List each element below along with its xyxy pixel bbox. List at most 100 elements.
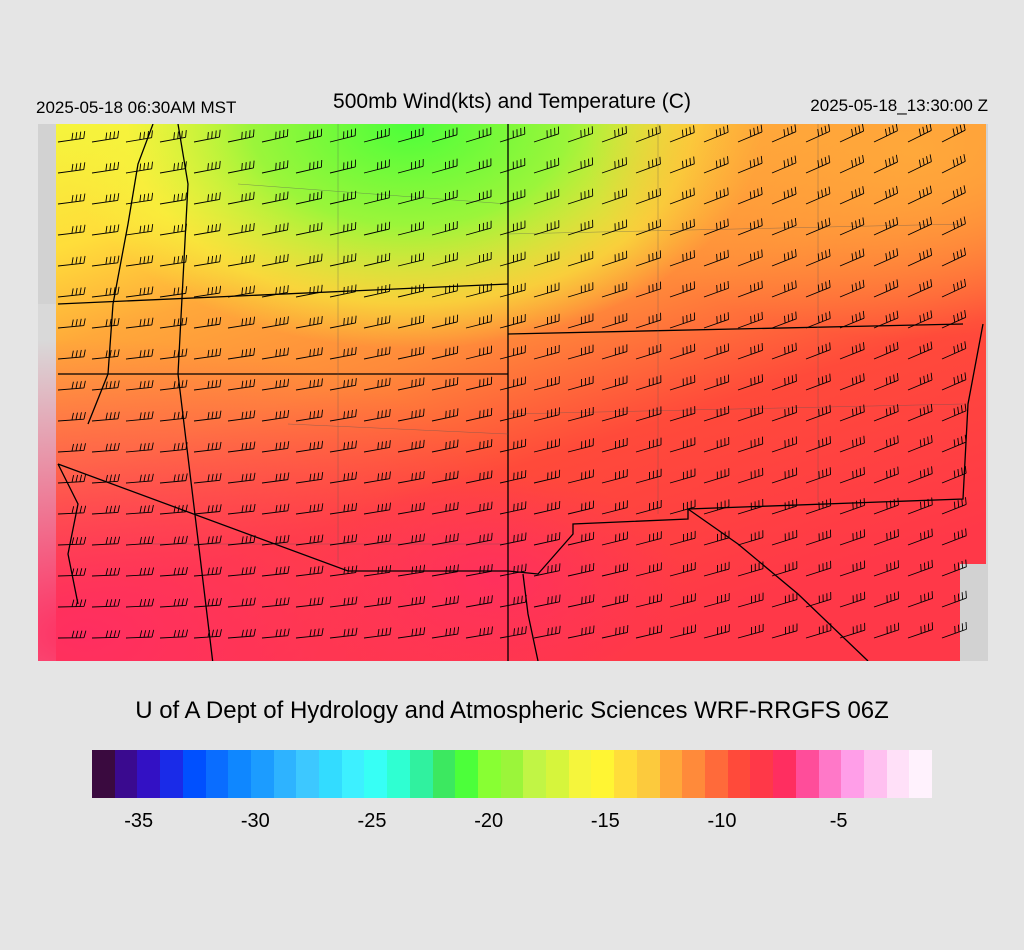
- wind-barb: [227, 347, 256, 360]
- wind-barb: [771, 498, 798, 515]
- wind-barb: [907, 466, 933, 484]
- wind-barb: [499, 438, 527, 453]
- wind-barb: [261, 378, 290, 391]
- wind-barb: [329, 284, 357, 298]
- wind-barb: [635, 219, 662, 236]
- wind-barb: [771, 280, 797, 298]
- wind-barb: [873, 124, 898, 143]
- wind-barb: [567, 282, 594, 298]
- wind-barb: [329, 596, 358, 608]
- wind-barb: [703, 468, 730, 484]
- wind-barb: [329, 565, 358, 577]
- wind-barb: [295, 440, 324, 453]
- border-lines: [57, 124, 984, 661]
- wind-barb: [601, 531, 628, 546]
- wind-barb: [873, 404, 899, 422]
- wind-barb: [91, 317, 120, 329]
- wind-barb: [839, 217, 865, 236]
- colorbar-swatch: [546, 750, 569, 798]
- wind-barb: [703, 156, 729, 174]
- wind-barb: [805, 592, 832, 608]
- wind-barb: [295, 159, 323, 174]
- wind-barb: [771, 217, 797, 236]
- wind-barb: [499, 594, 527, 608]
- wind-barb: [329, 222, 357, 236]
- wind-barb: [329, 128, 356, 143]
- wind-barb: [125, 224, 154, 236]
- wind-barb: [669, 187, 695, 205]
- wind-barb: [907, 435, 933, 453]
- wind-barb: [91, 224, 120, 236]
- wind-barb: [91, 474, 120, 484]
- wind-barb: [873, 248, 899, 267]
- wind-barb: [805, 248, 831, 267]
- wind-barb: [703, 624, 730, 639]
- wind-barb: [295, 472, 324, 484]
- wind-barb: [125, 348, 154, 360]
- wind-barb: [771, 186, 797, 205]
- wind-barb: [397, 502, 425, 515]
- colorbar-tick-label: -35: [124, 810, 154, 832]
- wind-barb: [839, 248, 865, 267]
- wind-barb: [91, 536, 121, 546]
- wind-barb: [397, 377, 425, 391]
- weather-map: [38, 124, 988, 661]
- wind-barb: [227, 254, 255, 267]
- wind-barb: [669, 374, 696, 391]
- wind-barb: [193, 316, 222, 329]
- wind-barb: [91, 411, 120, 422]
- wind-barb: [771, 592, 798, 608]
- wind-barb: [159, 473, 188, 484]
- wind-barb: [533, 407, 560, 422]
- wind-barb: [839, 435, 865, 453]
- colorbar-swatch: [432, 750, 456, 798]
- wind-barb: [669, 468, 696, 484]
- wind-barb: [703, 561, 730, 577]
- wind-barb: [465, 626, 493, 639]
- wind-barb: [431, 221, 458, 236]
- wind-barb: [227, 472, 256, 484]
- wind-barb: [431, 314, 459, 329]
- wind-barb: [873, 560, 900, 577]
- wind-barb: [941, 590, 967, 608]
- wind-barb: [567, 563, 595, 577]
- colorbar-swatch: [160, 750, 183, 798]
- wind-barb: [533, 251, 560, 267]
- wind-barb: [567, 375, 594, 391]
- wind-barb: [363, 440, 391, 453]
- wind-barb: [669, 156, 695, 174]
- wind-barb: [57, 536, 87, 546]
- colorbar-swatch: [591, 750, 615, 798]
- wind-barb: [907, 559, 933, 577]
- wind-barb: [805, 467, 832, 484]
- wind-barb: [261, 628, 290, 639]
- colorbar-tick-label: -20: [474, 810, 504, 832]
- wind-barb: [533, 220, 560, 236]
- wind-barb: [261, 409, 290, 422]
- wind-barb: [397, 627, 426, 639]
- wind-barb: [465, 501, 493, 515]
- wind-barb: [703, 249, 729, 267]
- wind-barb: [805, 342, 831, 360]
- wind-barb: [567, 251, 594, 267]
- wind-barb: [57, 318, 86, 329]
- wind-barb: [193, 129, 221, 143]
- wind-barb: [125, 536, 154, 546]
- wind-barb: [533, 376, 560, 391]
- wind-barb: [295, 628, 324, 639]
- wind-barb: [329, 502, 358, 515]
- wind-barb: [567, 469, 594, 484]
- colorbar-swatch: [568, 750, 592, 798]
- wind-barb: [669, 406, 696, 422]
- wind-barb: [601, 437, 628, 453]
- colorbar-swatch: [614, 750, 637, 798]
- colorbar-swatch: [273, 750, 297, 798]
- wind-barb: [431, 470, 459, 484]
- wind-barb: [159, 254, 188, 267]
- wind-barb: [941, 528, 967, 546]
- wind-barb: [91, 161, 120, 174]
- colorbar-swatch: [205, 750, 229, 798]
- wind-barb: [771, 249, 797, 267]
- wind-barb: [839, 498, 865, 515]
- wind-barb: [499, 501, 527, 515]
